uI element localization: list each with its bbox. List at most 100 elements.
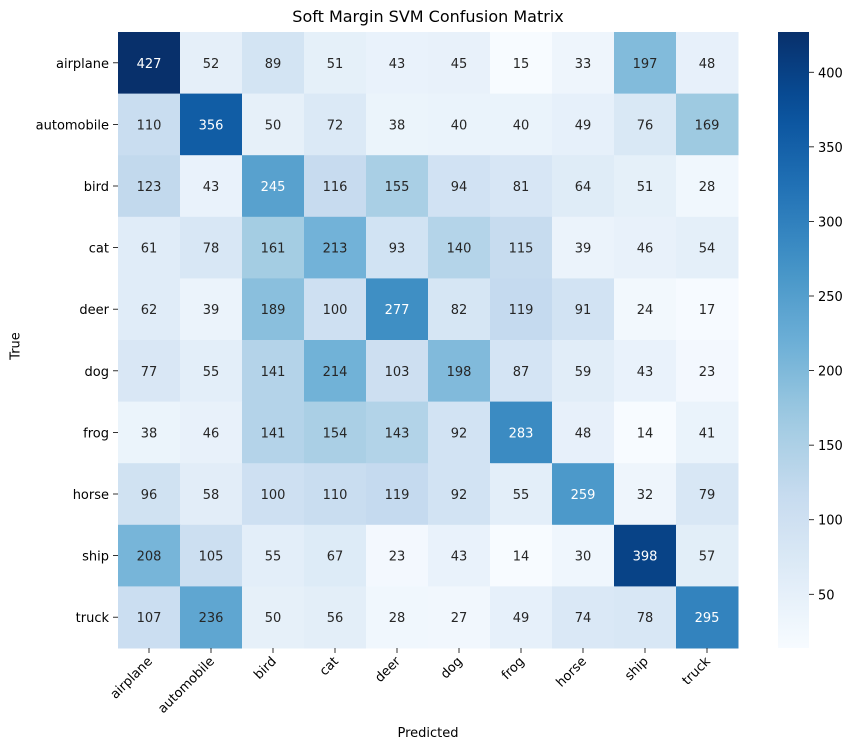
cell-value-label: 15 bbox=[513, 57, 530, 72]
heatmap-cell bbox=[118, 155, 181, 218]
heatmap-cell bbox=[552, 463, 615, 526]
heatmap-cell bbox=[242, 32, 305, 95]
heatmap-cell bbox=[552, 278, 615, 341]
heatmap-cell bbox=[366, 340, 429, 403]
heatmap-cell bbox=[552, 586, 615, 649]
heatmap-cell bbox=[428, 340, 491, 403]
cell-value-label: 39 bbox=[203, 303, 220, 318]
y-axis-label: True bbox=[8, 332, 24, 360]
heatmap-cell bbox=[242, 401, 305, 464]
cell-value-label: 39 bbox=[575, 242, 592, 257]
cell-value-label: 50 bbox=[265, 118, 282, 133]
heatmap-cell bbox=[614, 155, 677, 218]
cell-value-label: 116 bbox=[323, 180, 348, 195]
heatmap-cell bbox=[118, 278, 181, 341]
cell-value-label: 105 bbox=[199, 550, 224, 565]
heatmap-cell bbox=[490, 155, 553, 218]
colorbar bbox=[778, 32, 809, 648]
heatmap-cell bbox=[118, 401, 181, 464]
cell-value-label: 87 bbox=[513, 365, 530, 380]
cell-value-label: 64 bbox=[575, 180, 592, 195]
heatmap-cell bbox=[676, 216, 739, 279]
heatmap-cell bbox=[676, 401, 739, 464]
heatmap-cell bbox=[676, 524, 739, 587]
cell-value-label: 143 bbox=[385, 426, 410, 441]
cell-value-label: 245 bbox=[261, 180, 286, 195]
cell-value-label: 17 bbox=[699, 303, 716, 318]
heatmap-cell bbox=[242, 463, 305, 526]
heatmap-cell bbox=[552, 155, 615, 218]
heatmap-cell bbox=[180, 463, 243, 526]
heatmap-cell bbox=[428, 463, 491, 526]
heatmap-cell bbox=[490, 278, 553, 341]
heatmap-cell bbox=[304, 524, 367, 587]
cell-value-label: 46 bbox=[203, 426, 220, 441]
heatmap-cell bbox=[118, 216, 181, 279]
cell-value-label: 96 bbox=[141, 488, 158, 503]
cell-value-label: 78 bbox=[637, 611, 654, 626]
cell-value-label: 55 bbox=[203, 365, 220, 380]
heatmap-cell bbox=[180, 586, 243, 649]
heatmap-cell bbox=[366, 216, 429, 279]
cell-value-label: 140 bbox=[447, 242, 472, 257]
cell-value-label: 110 bbox=[323, 488, 348, 503]
heatmap-cell bbox=[614, 216, 677, 279]
x-axis-label: Predicted bbox=[397, 726, 459, 741]
cell-value-label: 43 bbox=[389, 57, 406, 72]
cell-value-label: 59 bbox=[575, 365, 592, 380]
cell-value-label: 197 bbox=[633, 57, 658, 72]
heatmap-cell bbox=[490, 586, 553, 649]
cell-value-label: 57 bbox=[699, 550, 716, 565]
cell-value-label: 213 bbox=[323, 242, 348, 257]
heatmap-cell bbox=[676, 278, 739, 341]
heatmap-cell bbox=[490, 401, 553, 464]
cell-value-label: 141 bbox=[261, 426, 286, 441]
heatmap-cell bbox=[428, 93, 491, 156]
cell-value-label: 100 bbox=[261, 488, 286, 503]
cell-value-label: 208 bbox=[137, 550, 162, 565]
cell-value-label: 236 bbox=[199, 611, 224, 626]
heatmap-cell bbox=[366, 278, 429, 341]
heatmap-cell bbox=[304, 216, 367, 279]
cell-value-label: 49 bbox=[513, 611, 530, 626]
cell-value-label: 43 bbox=[637, 365, 654, 380]
y-tick-label: airplane bbox=[56, 57, 109, 72]
heatmap-cell bbox=[242, 216, 305, 279]
heatmap-cell bbox=[676, 93, 739, 156]
heatmap-cell bbox=[614, 340, 677, 403]
heatmap-cell bbox=[304, 340, 367, 403]
cell-value-label: 89 bbox=[265, 57, 282, 72]
heatmap-cell bbox=[180, 401, 243, 464]
cell-value-label: 54 bbox=[699, 242, 716, 257]
heatmap-cell bbox=[304, 401, 367, 464]
x-tick-label: horse bbox=[554, 654, 590, 690]
heatmap-cell bbox=[490, 340, 553, 403]
cell-value-label: 107 bbox=[137, 611, 162, 626]
heatmap-cell bbox=[242, 278, 305, 341]
colorbar-tick-label: 350 bbox=[818, 141, 843, 156]
chart-title: Soft Margin SVM Confusion Matrix bbox=[292, 7, 564, 26]
heatmap-cell bbox=[242, 586, 305, 649]
cell-value-label: 77 bbox=[141, 365, 158, 380]
x-tick-label: dog bbox=[438, 654, 466, 682]
cell-value-label: 49 bbox=[575, 118, 592, 133]
cell-value-label: 62 bbox=[141, 303, 158, 318]
cell-value-label: 23 bbox=[699, 365, 716, 380]
cell-value-label: 92 bbox=[451, 426, 468, 441]
cell-value-label: 100 bbox=[323, 303, 348, 318]
heatmap-cell bbox=[614, 463, 677, 526]
heatmap-cell bbox=[118, 586, 181, 649]
heatmap-cell bbox=[366, 155, 429, 218]
cell-value-label: 55 bbox=[513, 488, 530, 503]
heatmap-cell bbox=[428, 524, 491, 587]
cell-value-label: 28 bbox=[389, 611, 406, 626]
cell-value-label: 27 bbox=[451, 611, 468, 626]
cell-value-label: 119 bbox=[509, 303, 534, 318]
cell-value-label: 356 bbox=[199, 118, 224, 133]
heatmap-cell bbox=[552, 524, 615, 587]
cell-value-label: 38 bbox=[389, 118, 406, 133]
cell-value-label: 48 bbox=[575, 426, 592, 441]
cell-value-label: 103 bbox=[385, 365, 410, 380]
cell-value-label: 91 bbox=[575, 303, 592, 318]
cell-value-label: 48 bbox=[699, 57, 716, 72]
